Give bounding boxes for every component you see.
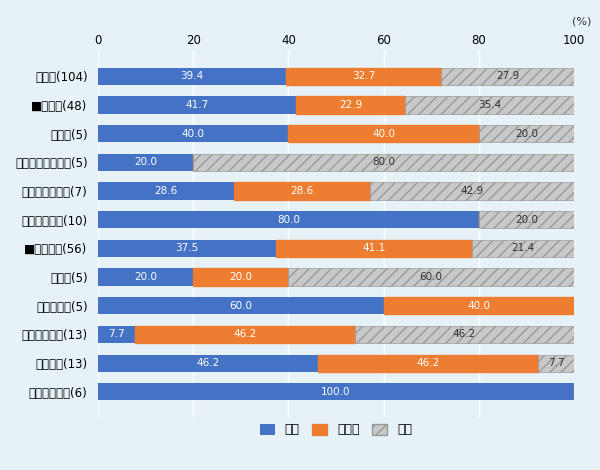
Text: 21.4: 21.4: [511, 243, 535, 253]
Text: 40.0: 40.0: [372, 129, 395, 139]
Text: 20.0: 20.0: [515, 129, 538, 139]
Bar: [370, 182, 574, 200]
Bar: [472, 240, 574, 257]
Text: 27.9: 27.9: [496, 71, 519, 81]
Bar: [98, 211, 479, 228]
Text: 60.0: 60.0: [419, 272, 443, 282]
Text: 28.6: 28.6: [290, 186, 314, 196]
Text: 39.4: 39.4: [180, 71, 203, 81]
Bar: [98, 268, 193, 286]
Bar: [193, 268, 289, 286]
Bar: [289, 268, 574, 286]
Bar: [383, 297, 574, 314]
Bar: [98, 96, 296, 114]
Text: (%): (%): [572, 16, 591, 26]
Bar: [441, 68, 574, 85]
Text: 80.0: 80.0: [277, 215, 300, 225]
Text: 46.2: 46.2: [196, 358, 220, 368]
Text: 20.0: 20.0: [134, 272, 157, 282]
Bar: [98, 182, 234, 200]
Text: 100.0: 100.0: [321, 387, 351, 397]
Bar: [134, 326, 355, 343]
Text: 40.0: 40.0: [467, 301, 490, 311]
Bar: [538, 354, 574, 372]
Text: 46.2: 46.2: [416, 358, 439, 368]
Bar: [296, 96, 406, 114]
Bar: [406, 96, 574, 114]
Bar: [98, 154, 193, 171]
Text: 22.9: 22.9: [340, 100, 362, 110]
Bar: [479, 211, 574, 228]
Text: 42.9: 42.9: [461, 186, 484, 196]
Text: 80.0: 80.0: [372, 157, 395, 167]
Bar: [98, 354, 318, 372]
Legend: 改善, 横ばい, 悪化: 改善, 横ばい, 悪化: [260, 423, 412, 437]
Bar: [98, 326, 134, 343]
Text: 60.0: 60.0: [229, 301, 252, 311]
Text: 28.6: 28.6: [154, 186, 178, 196]
Text: 20.0: 20.0: [134, 157, 157, 167]
Bar: [277, 240, 472, 257]
Bar: [479, 125, 574, 142]
Text: 7.7: 7.7: [548, 358, 565, 368]
Text: 20.0: 20.0: [515, 215, 538, 225]
Text: 32.7: 32.7: [352, 71, 375, 81]
Bar: [286, 68, 441, 85]
Text: 46.2: 46.2: [453, 329, 476, 339]
Bar: [98, 383, 574, 400]
Bar: [193, 154, 574, 171]
Text: 41.7: 41.7: [185, 100, 209, 110]
Bar: [289, 125, 479, 142]
Text: 40.0: 40.0: [182, 129, 205, 139]
Text: 37.5: 37.5: [176, 243, 199, 253]
Text: 20.0: 20.0: [229, 272, 252, 282]
Bar: [98, 240, 277, 257]
Text: 35.4: 35.4: [478, 100, 501, 110]
Bar: [318, 354, 538, 372]
Bar: [234, 182, 370, 200]
Text: 7.7: 7.7: [108, 329, 125, 339]
Text: 46.2: 46.2: [233, 329, 256, 339]
Bar: [355, 326, 574, 343]
Bar: [98, 297, 383, 314]
Bar: [98, 68, 286, 85]
Bar: [98, 125, 289, 142]
Text: 41.1: 41.1: [362, 243, 386, 253]
